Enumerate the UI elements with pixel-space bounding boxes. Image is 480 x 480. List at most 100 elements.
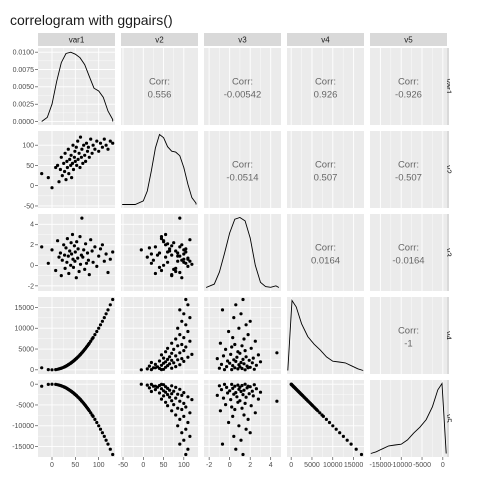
data-point <box>73 250 77 254</box>
data-point <box>77 151 81 155</box>
data-point <box>100 243 104 247</box>
panel-v4-v2 <box>121 297 198 374</box>
data-point <box>40 366 44 370</box>
data-point <box>250 361 254 365</box>
data-point <box>164 232 168 237</box>
panel-v4-v4 <box>287 297 364 374</box>
y-axis-var1: 0.0000 0.0025 0.0050 0.0075 0.0100 <box>13 50 38 126</box>
data-point <box>66 147 70 151</box>
data-point <box>159 397 164 401</box>
data-point <box>108 257 112 261</box>
data-point <box>98 247 103 251</box>
y-tick-label: -50 <box>24 203 34 210</box>
data-point <box>162 367 166 371</box>
data-point <box>70 232 75 237</box>
data-point <box>164 350 168 354</box>
data-point <box>256 353 260 357</box>
data-point <box>242 337 246 341</box>
data-point <box>184 247 188 251</box>
data-point <box>237 424 241 428</box>
data-point <box>174 385 178 389</box>
data-point <box>228 361 232 365</box>
x-tick-label: -50 <box>118 462 128 469</box>
data-point <box>236 400 240 404</box>
data-point <box>178 363 182 367</box>
y-tick-label: -15000 <box>12 444 34 451</box>
data-point <box>168 395 172 399</box>
corr-label: Corr: <box>315 160 336 171</box>
data-point <box>174 365 178 369</box>
data-point <box>239 389 243 394</box>
data-point <box>90 151 94 155</box>
column-strip-v3: v3 <box>204 33 281 46</box>
y-tick-label: 0.0100 <box>13 50 35 57</box>
data-point <box>184 323 188 327</box>
data-point <box>65 165 69 170</box>
data-point <box>89 238 93 242</box>
data-point <box>151 366 155 370</box>
data-point <box>217 384 221 388</box>
data-point <box>164 360 168 364</box>
data-point <box>60 174 64 178</box>
data-point <box>63 253 67 257</box>
data-point <box>170 351 174 355</box>
data-point <box>218 409 222 413</box>
y-axis-v3: -2 0 2 4 <box>28 222 38 290</box>
data-point <box>95 264 99 268</box>
data-point <box>78 165 82 170</box>
data-point <box>102 259 106 263</box>
data-point <box>91 336 95 340</box>
data-point <box>46 261 50 265</box>
data-point <box>244 427 248 431</box>
panel-v5-v3 <box>204 380 281 457</box>
data-point <box>221 354 226 358</box>
density-curve-v5 <box>370 382 447 454</box>
data-point <box>166 404 170 408</box>
data-point <box>180 276 184 280</box>
data-point <box>149 261 153 265</box>
data-point <box>82 248 86 252</box>
x-axis-v4: 0 5000 10000 15000 <box>289 457 363 469</box>
data-point <box>243 382 247 386</box>
panel-v2-v2 <box>121 131 198 208</box>
data-point <box>100 319 104 323</box>
data-point <box>76 139 80 143</box>
x-tick-label: 0 <box>441 462 445 469</box>
panel-v3-v5: Corr: -0.0164 <box>370 214 447 291</box>
data-point <box>249 346 253 350</box>
data-point <box>59 155 63 159</box>
data-point <box>188 434 192 438</box>
data-point <box>253 339 257 343</box>
data-point <box>50 382 54 386</box>
data-point <box>241 393 245 397</box>
data-point <box>327 420 332 425</box>
data-point <box>190 398 194 402</box>
x-tick-label: -15000 <box>370 462 392 469</box>
panel-v4-v5: Corr: -1 <box>370 297 447 374</box>
data-point <box>170 366 174 370</box>
data-point <box>155 365 160 369</box>
column-strip-bg <box>204 33 281 46</box>
data-point <box>91 260 95 264</box>
column-strip-label: v5 <box>404 36 413 45</box>
data-point <box>58 167 63 172</box>
data-point <box>227 420 231 425</box>
data-point <box>104 438 108 442</box>
data-point <box>62 243 66 247</box>
data-point <box>87 155 91 159</box>
data-point <box>244 395 248 399</box>
data-point <box>168 388 172 392</box>
data-point <box>159 387 164 391</box>
corr-label: Corr: <box>149 77 170 88</box>
data-point <box>245 364 249 368</box>
panel-var1-v2: Corr: 0.556 <box>121 48 198 125</box>
y-tick-label: -10000 <box>12 423 34 430</box>
data-point <box>104 252 108 256</box>
panel-v3-var1 <box>38 214 115 291</box>
data-point <box>70 252 74 256</box>
data-point <box>71 143 75 147</box>
data-point <box>170 384 174 388</box>
data-point <box>170 341 174 345</box>
data-point <box>182 252 186 256</box>
data-point <box>98 323 103 327</box>
